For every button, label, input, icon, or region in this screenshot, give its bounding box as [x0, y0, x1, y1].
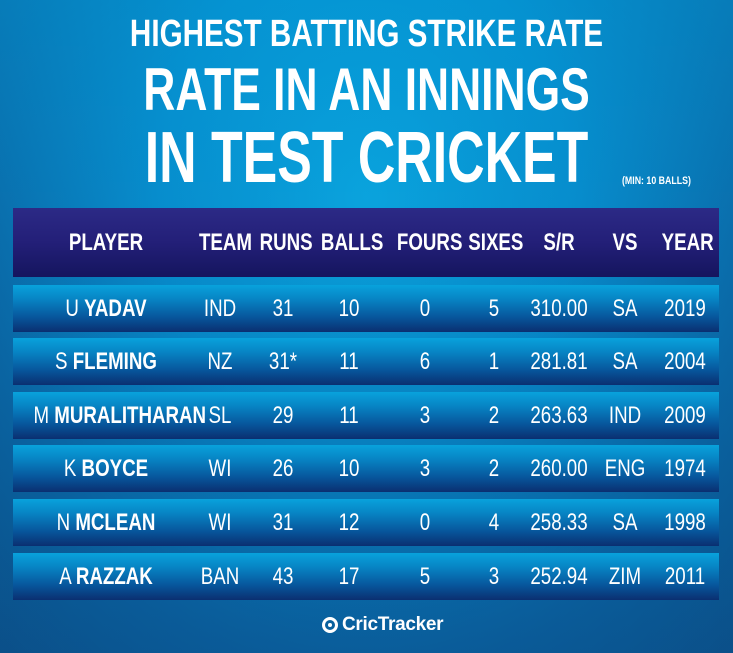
- title-line-2: RATE IN AN INNINGS: [143, 56, 590, 123]
- player-name: U YADAV: [65, 294, 147, 322]
- strike-rate: 252.94: [530, 562, 588, 590]
- header-team: TEAM: [198, 228, 252, 256]
- table-header: PLAYER TEAM RUNS BALLS FOURS SIXES S/R V…: [13, 208, 719, 277]
- strike-rate: 263.63: [530, 401, 588, 429]
- balls: 12: [338, 508, 360, 536]
- runs: 29: [272, 401, 294, 429]
- player-name: N MCLEAN: [56, 508, 156, 536]
- runs: 31*: [268, 347, 298, 375]
- runs: 26: [272, 454, 294, 482]
- runs: 43: [272, 562, 294, 590]
- balls: 17: [338, 562, 360, 590]
- sixes: 1: [488, 347, 500, 375]
- header-fours: FOURS: [396, 228, 463, 256]
- header-balls: BALLS: [320, 228, 384, 256]
- opponent: ZIM: [608, 562, 642, 590]
- table-row: A RAZZAK BAN 43 17 5 3 252.94 ZIM 2011: [13, 553, 719, 600]
- fours: 3: [419, 401, 431, 429]
- runs: 31: [272, 294, 294, 322]
- year: 2019: [664, 294, 706, 322]
- player-name: M MURALITHARAN: [33, 401, 207, 429]
- team: SL: [208, 401, 232, 429]
- header-vs: VS: [612, 228, 638, 256]
- balls: 11: [339, 347, 359, 375]
- fours: 5: [419, 562, 431, 590]
- header-sixes: SIXES: [468, 228, 524, 256]
- opponent: ENG: [604, 454, 646, 482]
- opponent: IND: [608, 401, 642, 429]
- year: 1998: [664, 508, 706, 536]
- opponent: SA: [612, 294, 638, 322]
- sixes: 4: [488, 508, 500, 536]
- table-row: S FLEMING NZ 31* 11 6 1 281.81 SA 2004: [13, 338, 719, 385]
- balls: 10: [338, 454, 360, 482]
- player-name: A RAZZAK: [59, 562, 153, 590]
- header-year: YEAR: [661, 228, 714, 256]
- opponent: SA: [612, 347, 638, 375]
- brand-name: CricTracker: [342, 614, 444, 635]
- team: NZ: [207, 347, 233, 375]
- crictracker-logo: CricTracker: [322, 614, 444, 636]
- sixes: 2: [488, 401, 500, 429]
- sixes: 5: [488, 294, 500, 322]
- fours: 0: [419, 508, 431, 536]
- strike-rate: 281.81: [530, 347, 588, 375]
- team: IND: [203, 294, 237, 322]
- table-row: M MURALITHARAN SL 29 11 3 2 263.63 IND 2…: [13, 392, 719, 439]
- table-row: U YADAV IND 31 10 0 5 310.00 SA 2019: [13, 285, 719, 332]
- runs: 31: [272, 508, 294, 536]
- team: WI: [208, 508, 232, 536]
- year: 1974: [664, 454, 706, 482]
- title-line-1: HIGHEST BATTING STRIKE RATE: [129, 13, 604, 55]
- sixes: 2: [488, 454, 500, 482]
- team: WI: [208, 454, 232, 482]
- year: 2004: [664, 347, 706, 375]
- strike-rate: 258.33: [530, 508, 588, 536]
- title-line-3: IN TEST CRICKET: [144, 118, 589, 198]
- player-name: S FLEMING: [55, 347, 157, 375]
- min-balls-note: (MIN: 10 BALLS): [622, 175, 691, 187]
- strike-rate: 260.00: [530, 454, 588, 482]
- fours: 0: [419, 294, 431, 322]
- team: BAN: [200, 562, 240, 590]
- table-row: K BOYCE WI 26 10 3 2 260.00 ENG 1974: [13, 445, 719, 492]
- strike-rate: 310.00: [530, 294, 588, 322]
- player-name: K BOYCE: [63, 454, 149, 482]
- table-row: N MCLEAN WI 31 12 0 4 258.33 SA 1998: [13, 499, 719, 546]
- year: 2011: [664, 562, 706, 590]
- header-sr: S/R: [543, 228, 575, 256]
- year: 2009: [664, 401, 706, 429]
- stats-table: PLAYER TEAM RUNS BALLS FOURS SIXES S/R V…: [13, 208, 719, 600]
- balls: 10: [338, 294, 360, 322]
- fours: 3: [419, 454, 431, 482]
- header-runs: RUNS: [259, 228, 313, 256]
- fours: 6: [419, 347, 431, 375]
- opponent: SA: [612, 508, 638, 536]
- balls: 11: [339, 401, 359, 429]
- header-player: PLAYER: [68, 228, 144, 256]
- sixes: 3: [488, 562, 500, 590]
- cricket-ball-icon: [322, 617, 338, 633]
